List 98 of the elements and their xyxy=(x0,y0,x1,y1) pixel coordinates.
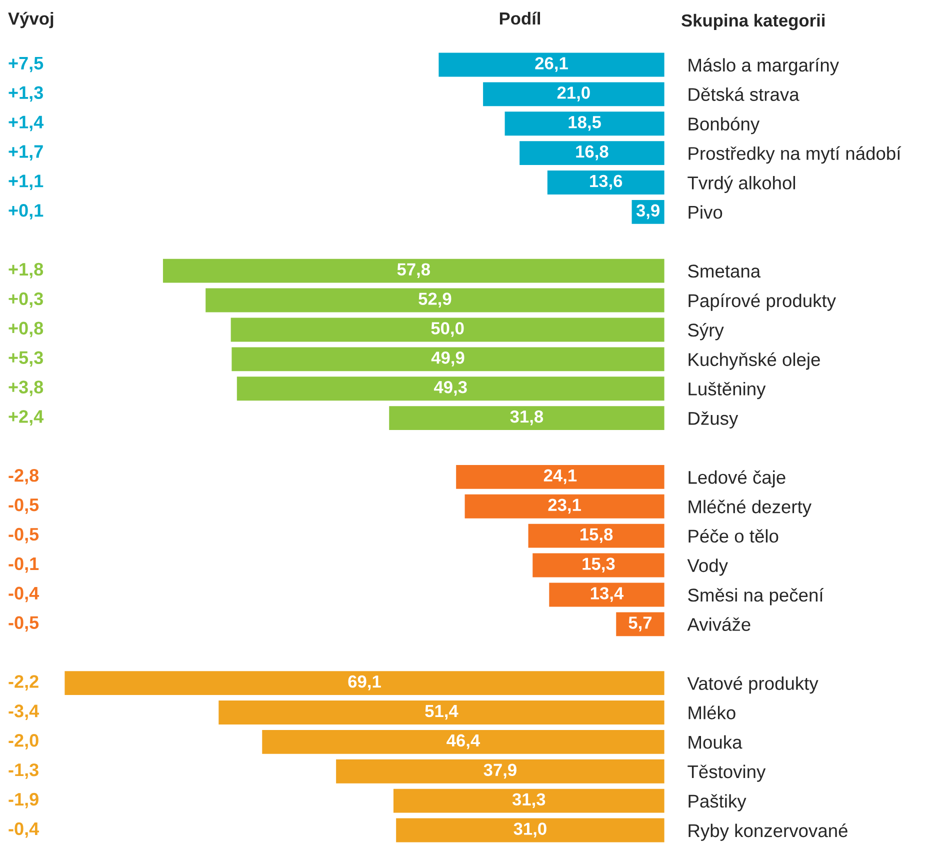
bar xyxy=(546,169,665,196)
data-label: 31,3 xyxy=(512,793,546,808)
y-tick-label: Máslo a margaríny xyxy=(688,58,839,76)
bar xyxy=(236,375,665,402)
bar xyxy=(334,758,665,785)
data-label: 49,3 xyxy=(434,380,467,396)
bar xyxy=(394,816,665,844)
bar xyxy=(64,670,665,696)
bar xyxy=(518,140,665,166)
text: +0,8 xyxy=(8,322,44,338)
y-tick-label: Mouka xyxy=(688,735,742,749)
data-label: 5,7 xyxy=(628,616,652,632)
text: +0,3 xyxy=(8,292,43,308)
bar xyxy=(229,316,665,344)
y-tick-label: Aviváže xyxy=(687,617,750,631)
bar xyxy=(482,80,665,108)
y-tick-label: Paštiky xyxy=(688,794,746,812)
y-tick-label: Smetana xyxy=(688,264,761,278)
y-tick-label: Džusy xyxy=(688,411,738,429)
y-tick-label: Mléčné dezerty xyxy=(688,500,812,517)
text: +0,1 xyxy=(8,204,44,220)
y-axis-title: Skupina kategorii xyxy=(682,14,824,30)
data-label: 15,3 xyxy=(582,558,615,572)
y-tick-label: Sýry xyxy=(688,322,724,340)
y-tick-label: Papírové produkty xyxy=(688,294,836,311)
y-tick-label: Těstoviny xyxy=(688,764,766,782)
text: +5,3 xyxy=(8,351,43,367)
bar xyxy=(531,552,665,579)
bar xyxy=(614,610,665,638)
text: -0,5 xyxy=(8,498,39,514)
bar xyxy=(217,699,665,726)
data-label: 15,8 xyxy=(580,528,613,544)
data-label: 3,9 xyxy=(636,204,660,220)
data-label: 24,1 xyxy=(544,469,577,484)
text: +1,4 xyxy=(8,116,44,132)
data-label: 13,6 xyxy=(590,174,622,190)
text: -0,5 xyxy=(8,616,39,632)
data-label: 21,0 xyxy=(557,86,590,102)
y-tick-label: Mléko xyxy=(688,706,736,720)
data-label: 31,0 xyxy=(514,822,546,838)
y-tick-label: Ledové čaje xyxy=(688,470,786,488)
text: -1,3 xyxy=(8,763,38,779)
data-label: 13,4 xyxy=(590,587,624,602)
y-tick-label: Pivo xyxy=(688,205,722,219)
text: -0,5 xyxy=(8,528,39,544)
text: +1,3 xyxy=(8,86,43,102)
data-label: 49,9 xyxy=(431,352,464,366)
y-tick-label: Prostředky na mytí nádobí xyxy=(688,146,902,164)
data-label: 46,4 xyxy=(446,734,480,750)
data-label: 37,9 xyxy=(484,764,516,779)
text: -2,2 xyxy=(8,675,38,691)
data-label: 52,9 xyxy=(418,292,452,308)
text: -0,4 xyxy=(8,586,40,602)
data-label: 16,8 xyxy=(576,145,608,160)
data-label: 51,4 xyxy=(425,705,458,720)
text: -2,0 xyxy=(8,734,38,750)
y-tick-label: Ryby konzervované xyxy=(688,824,848,841)
data-label: 31,8 xyxy=(510,410,544,426)
y-tick-label: Kuchyňské oleje xyxy=(688,352,820,370)
y-tick-label: Luštěniny xyxy=(688,382,766,400)
y-tick-label: Vody xyxy=(687,558,728,576)
y-tick-label: Směsi na pečení xyxy=(688,588,824,606)
bar xyxy=(463,493,665,520)
text: -3,4 xyxy=(8,704,40,720)
data-label: 26,1 xyxy=(535,57,568,72)
x-axis-title: Podíl xyxy=(500,12,540,25)
data-label: 18,5 xyxy=(568,116,601,131)
text: +2,4 xyxy=(8,410,44,426)
data-label: 50,0 xyxy=(431,322,464,337)
bar xyxy=(526,522,665,550)
text: +7,5 xyxy=(8,56,44,72)
bar xyxy=(503,110,665,137)
bar xyxy=(388,404,665,432)
text: -0,4 xyxy=(8,822,40,838)
bar xyxy=(392,787,665,814)
y-tick-label: Vatové produkty xyxy=(687,676,818,694)
bar xyxy=(548,581,665,608)
data-label: 23,1 xyxy=(548,498,581,514)
data-label: 69,1 xyxy=(348,675,381,690)
y-tick-label: Péče o tělo xyxy=(688,528,778,543)
text: -0,1 xyxy=(8,557,39,573)
y-tick-label: Dětská strava xyxy=(688,87,800,101)
y-tick-label: Tvrdý alkohol xyxy=(688,176,796,194)
text: +1,1 xyxy=(8,174,44,190)
text: -1,9 xyxy=(8,792,38,808)
bar xyxy=(230,346,665,373)
text: -2,8 xyxy=(8,469,39,484)
text: Vývoj xyxy=(8,12,54,28)
bar xyxy=(437,51,665,78)
y-tick-label: Bonbóny xyxy=(688,116,760,134)
bar xyxy=(454,464,665,490)
bar xyxy=(204,286,665,314)
text: +1,8 xyxy=(8,262,44,278)
bar xyxy=(260,728,665,756)
data-label: 57,8 xyxy=(397,263,430,278)
bar xyxy=(162,257,665,284)
text: +3,8 xyxy=(8,380,44,396)
text: +1,7 xyxy=(8,145,43,161)
